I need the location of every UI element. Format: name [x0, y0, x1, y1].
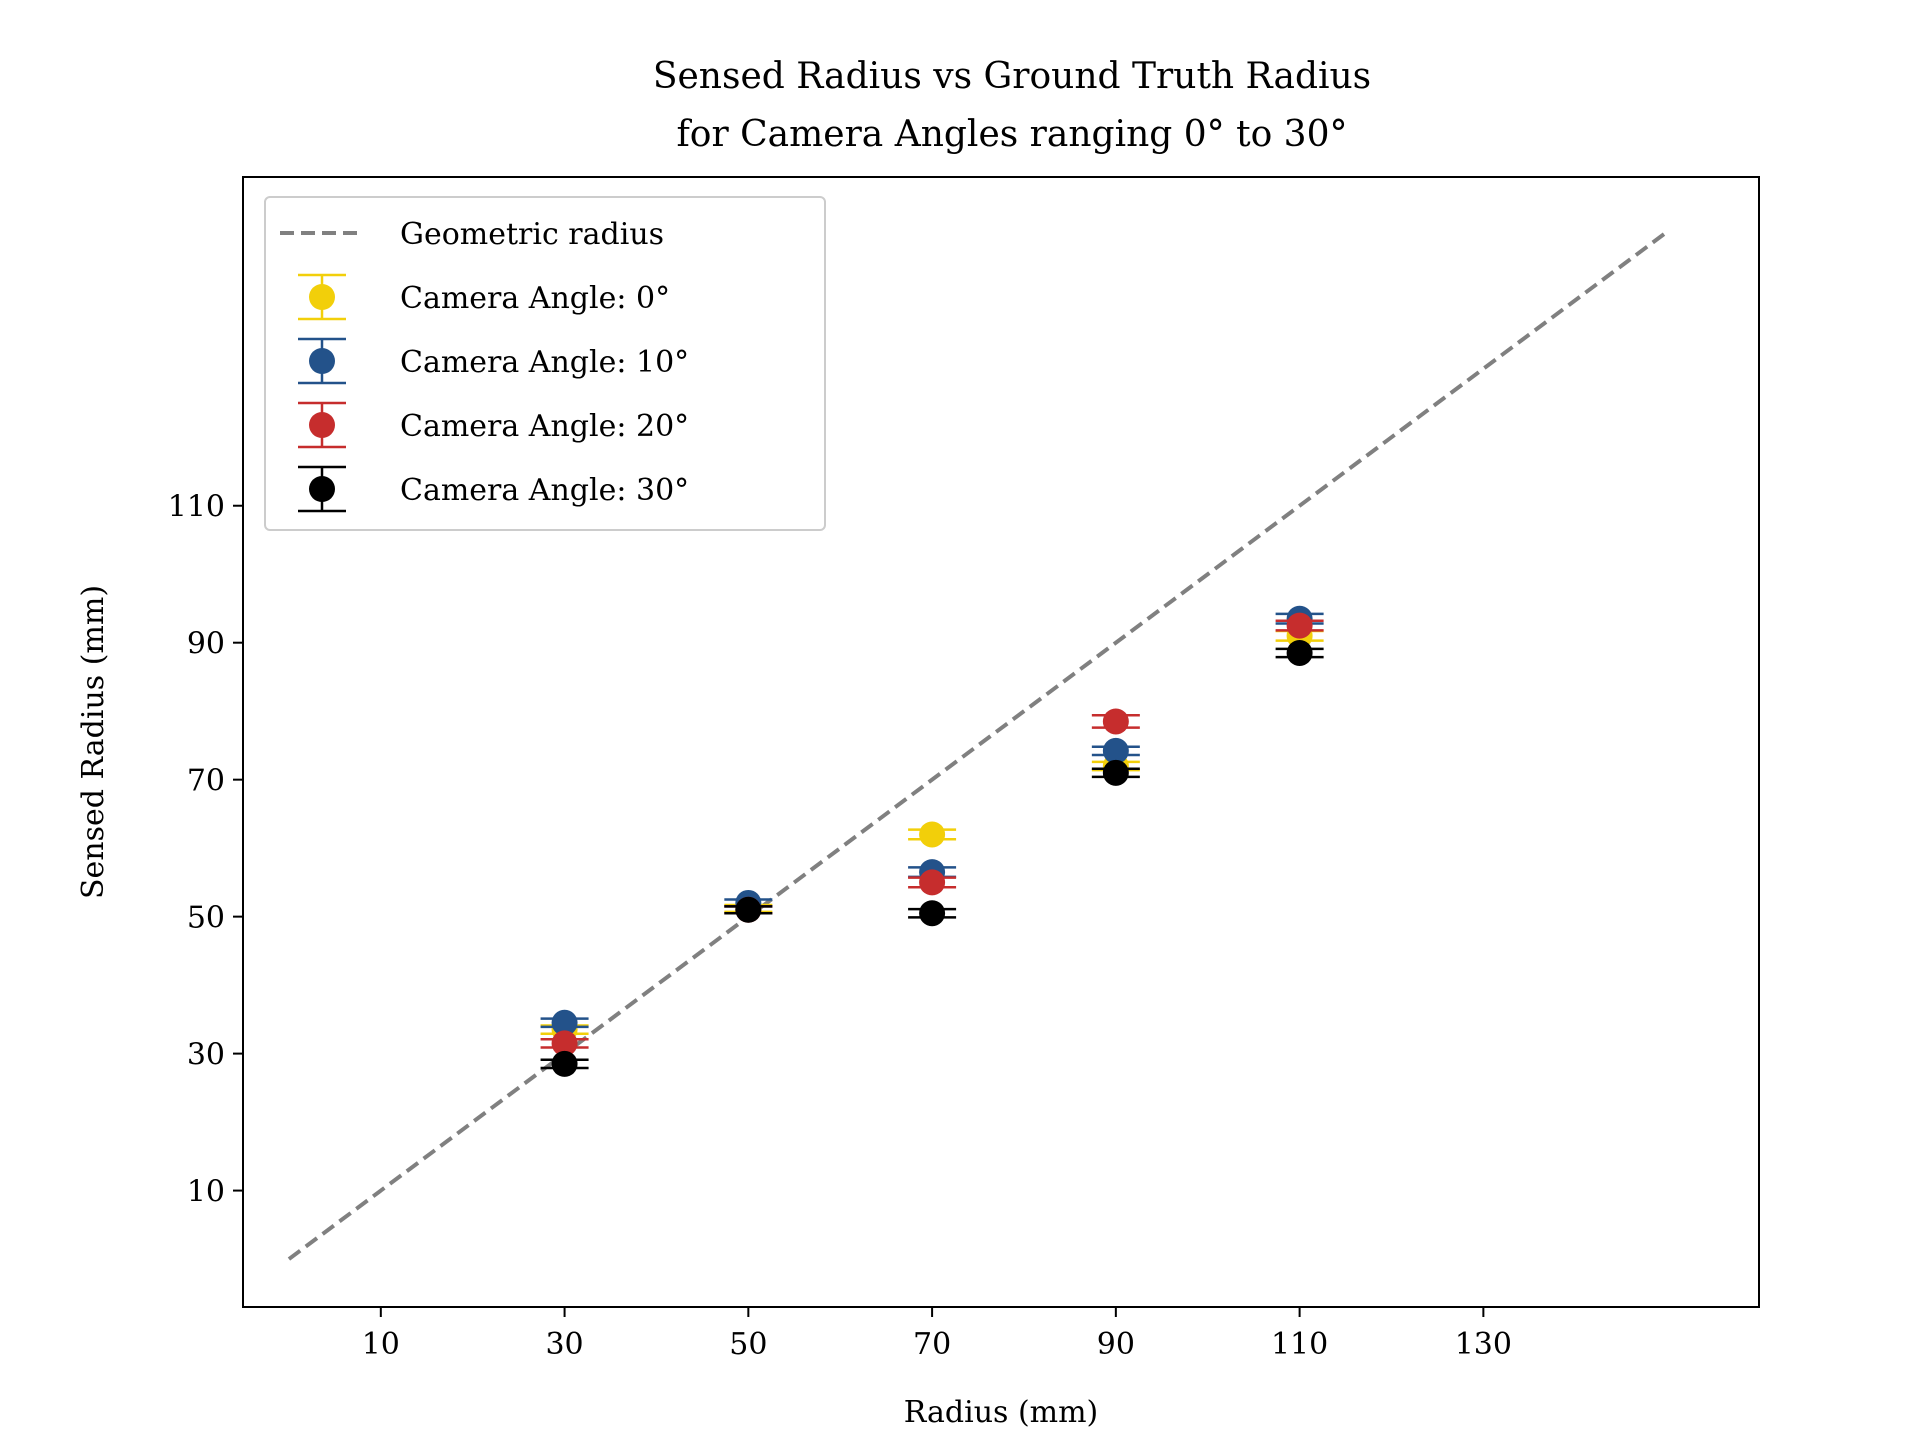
- data-point: [551, 1050, 578, 1077]
- y-tick-label: 70: [187, 764, 225, 799]
- x-tick-label: 70: [913, 1327, 951, 1362]
- legend-marker: [309, 284, 335, 310]
- y-axis-ticks: 10 30 50 70 90 110: [168, 490, 243, 1210]
- y-tick-label: 50: [187, 901, 225, 936]
- x-axis-label: Radius (mm): [904, 1395, 1099, 1430]
- x-tick-label: 110: [1271, 1327, 1328, 1362]
- x-tick-label: 10: [362, 1327, 400, 1362]
- y-tick-label: 30: [187, 1038, 225, 1073]
- plot-frame: [242, 176, 1760, 1308]
- data-point: [1286, 639, 1313, 666]
- data-point: [919, 900, 946, 927]
- data-point: [1102, 708, 1129, 735]
- x-tick-label: 90: [1097, 1327, 1135, 1362]
- legend-label: Camera Angle: 0°: [400, 281, 670, 316]
- x-tick-label: 30: [545, 1327, 583, 1362]
- data-point: [1286, 612, 1313, 639]
- data-point: [919, 821, 946, 848]
- data-point: [1102, 759, 1129, 786]
- plot-marks: [287, 230, 1669, 1261]
- legend-marker: [309, 476, 335, 502]
- data-point: [551, 1030, 578, 1057]
- legend-marker: [309, 348, 335, 374]
- data-point: [735, 896, 762, 923]
- y-tick-label: 110: [168, 490, 225, 525]
- chart-title-line2: for Camera Angles ranging 0° to 30°: [676, 114, 1347, 155]
- legend-label: Geometric radius: [400, 217, 664, 252]
- data-point: [919, 869, 946, 896]
- legend-label: Camera Angle: 10°: [400, 345, 689, 380]
- x-tick-label: 50: [729, 1327, 767, 1362]
- reference-line: [287, 230, 1669, 1261]
- legend-label: Camera Angle: 30°: [400, 473, 689, 508]
- data-point: [1102, 737, 1129, 764]
- y-tick-label: 10: [187, 1175, 225, 1210]
- series-0: [540, 622, 1324, 1043]
- y-tick-label: 90: [187, 627, 225, 662]
- legend-marker: [309, 412, 335, 438]
- legend: Geometric radius Camera Angle: 0° Camera A…: [264, 196, 826, 531]
- x-axis-ticks: 10 30 50 70 90 110 130: [362, 1307, 1512, 1362]
- legend-box: [264, 196, 826, 531]
- series-3: [540, 639, 1324, 1077]
- legend-label: Camera Angle: 20°: [400, 409, 689, 444]
- data-point: [551, 1009, 578, 1036]
- x-tick-label: 130: [1455, 1327, 1512, 1362]
- series-1: [540, 605, 1324, 1036]
- y-axis-label: Sensed Radius (mm): [76, 585, 111, 899]
- chart-title-line1: Sensed Radius vs Ground Truth Radius: [653, 56, 1371, 97]
